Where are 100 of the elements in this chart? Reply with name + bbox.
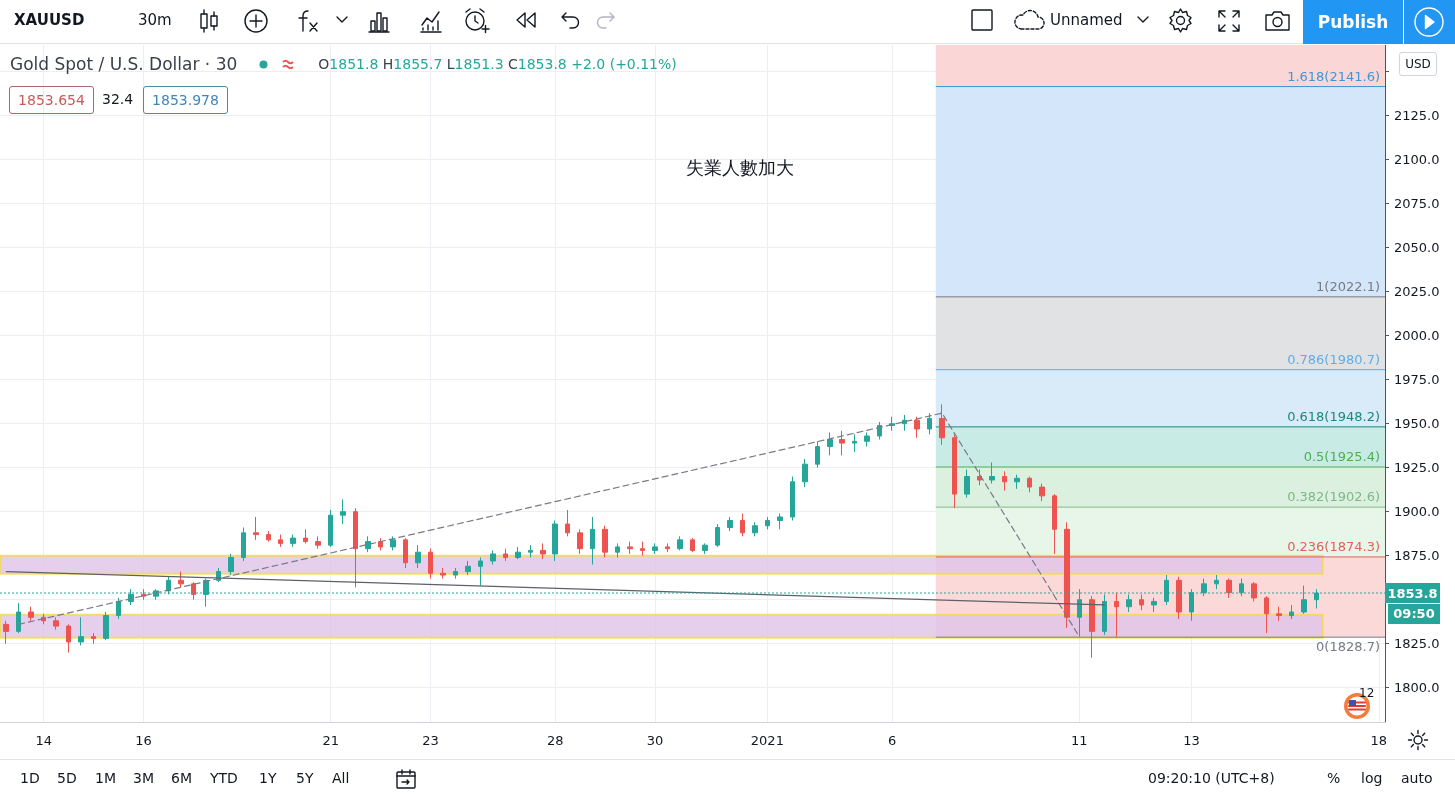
candlestick: [702, 542, 708, 555]
text: YTD: [210, 770, 238, 787]
candlestick: [428, 548, 433, 580]
ref-line-label: 0(1828.7): [1316, 639, 1380, 655]
y-tick-label: 2025.0: [1394, 284, 1440, 300]
text: 5D: [57, 770, 77, 787]
x-tick-label: 23: [422, 733, 439, 748]
text: 09:50: [1388, 604, 1440, 624]
candlestick: [927, 412, 932, 435]
text: O1851.8 H1855.7 L1851.3 C1853.8 +2.0 (+0.11%): [318, 56, 677, 72]
text: Unnamed: [1050, 11, 1123, 29]
x-tick-label: 2021: [750, 733, 784, 748]
candlestick: [1114, 592, 1119, 638]
y-tick-label: 1975.0: [1394, 372, 1440, 388]
text: 09:20:10 (UTC+8): [1148, 770, 1275, 787]
x-tick-label: 14: [35, 733, 52, 748]
candlestick: [3, 620, 9, 645]
candlestick: [615, 542, 620, 558]
candlestick: [490, 549, 496, 565]
x-tick-label: 28: [546, 733, 564, 748]
candlestick: [790, 476, 795, 521]
candlestick: [552, 520, 558, 562]
candlestick: [1027, 476, 1032, 493]
text: XAUUSD: [14, 11, 85, 29]
y-tick-label: 1800.0: [1394, 680, 1440, 696]
candlestick: [802, 458, 808, 488]
text: auto: [1401, 770, 1433, 787]
candlestick: [1214, 574, 1219, 590]
y-tick-label: 2100.0: [1394, 152, 1440, 168]
text: 30m: [138, 11, 172, 29]
x-tick-label: 6: [888, 733, 897, 748]
x-tick-label: 30: [646, 733, 664, 748]
candlestick: [815, 440, 820, 469]
candlestick: [266, 530, 271, 543]
candlestick: [241, 527, 246, 562]
candlestick: [28, 606, 34, 622]
candlestick: [1039, 483, 1045, 502]
y-tick-label: 2000.0: [1394, 328, 1440, 344]
candlestick: [1176, 576, 1182, 620]
x-tick-label: 18: [1370, 733, 1388, 748]
candlestick: [303, 528, 308, 544]
text: All: [332, 770, 350, 787]
candlestick: [640, 541, 645, 557]
y-tick-label: 1825.0: [1394, 636, 1440, 652]
ref-line-label: 0.5(1925.4): [1303, 449, 1380, 464]
candlestick: [1002, 470, 1007, 492]
candlestick: [478, 556, 483, 587]
candlestick: [540, 542, 546, 560]
y-tick-label: 2125.0: [1394, 108, 1440, 124]
text: 6M: [171, 770, 192, 787]
candlestick: [515, 546, 521, 560]
candlestick: [989, 461, 995, 485]
y-tick-label: 1875.0: [1394, 548, 1440, 564]
ref-line-label: 1.618(2141.6): [1287, 68, 1380, 84]
y-tick-label: 1900.0: [1394, 504, 1440, 520]
candlestick: [602, 525, 608, 558]
x-tick-label: 11: [1071, 733, 1088, 748]
candlestick: [390, 535, 396, 551]
annotation: 12: [1359, 686, 1375, 701]
candlestick: [952, 433, 957, 509]
candlestick: [253, 516, 259, 541]
annotation: 1853.654: [9, 86, 94, 114]
x-tick-label: 21: [322, 733, 339, 748]
candlestick: [328, 509, 333, 548]
candlestick: [864, 432, 870, 448]
candlestick: [116, 597, 121, 620]
text: 1D: [20, 770, 40, 787]
candlestick: [877, 421, 882, 441]
candlestick: [53, 616, 59, 631]
candlestick: [315, 535, 321, 550]
candlestick: [1289, 604, 1294, 620]
ref-line-label: 1(2022.1): [1316, 278, 1380, 294]
candlestick: [378, 537, 383, 551]
y-tick-label: 1950.0: [1394, 416, 1440, 432]
candlestick: [278, 534, 283, 548]
candlestick: [590, 516, 595, 565]
text: 1M: [95, 770, 116, 787]
candlestick: [503, 548, 508, 562]
text: Gold Spot / U.S. Dollar · 30: [10, 54, 238, 74]
candlestick: [353, 507, 358, 588]
candlestick: [178, 571, 184, 588]
candlestick: [16, 602, 21, 634]
candlestick: [440, 567, 446, 580]
candlestick: [1052, 493, 1057, 555]
text: 1Y: [259, 770, 277, 787]
candlestick: [740, 512, 745, 537]
candlestick: [852, 433, 857, 453]
candlestick: [839, 430, 845, 456]
ref-line-label: 0.236(1874.3): [1287, 538, 1380, 554]
ref-line-label: 1853.8: [1387, 585, 1438, 601]
candlestick: [103, 611, 109, 641]
candlestick: [1276, 606, 1282, 622]
candlestick: [141, 588, 146, 601]
candlestick: [777, 512, 783, 530]
candlestick: [577, 528, 583, 555]
candlestick: [727, 516, 733, 532]
candlestick: [1264, 595, 1269, 634]
text: %: [1327, 770, 1341, 787]
candlestick: [365, 535, 371, 553]
candlestick: [1089, 595, 1095, 659]
